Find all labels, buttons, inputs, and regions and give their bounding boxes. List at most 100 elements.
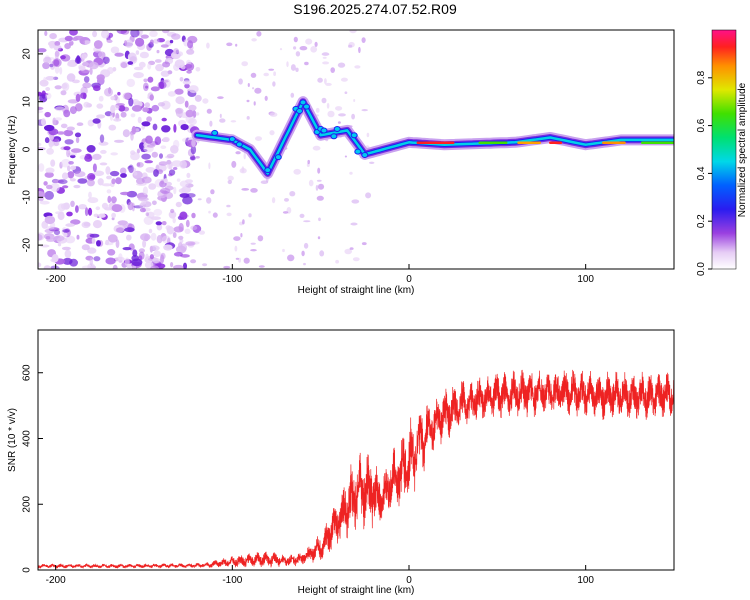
noise-blob	[38, 48, 47, 53]
noise-blob	[146, 116, 153, 122]
noise-blob	[197, 198, 202, 201]
noise-blob	[93, 213, 99, 218]
noise-blob	[135, 128, 140, 132]
noise-blob	[136, 148, 140, 154]
noise-blob	[135, 37, 145, 47]
noise-blob	[49, 33, 57, 40]
noise-blob	[184, 83, 190, 89]
noise-blob	[340, 77, 348, 82]
noise-blob	[110, 96, 116, 101]
noise-blob	[50, 159, 56, 167]
noise-blob	[64, 35, 73, 42]
noise-blob	[61, 83, 68, 89]
noise-blob	[190, 259, 197, 264]
noise-blob	[142, 239, 147, 248]
noise-blob	[344, 248, 353, 255]
noise-blob	[157, 102, 166, 107]
noise-blob	[63, 129, 74, 137]
noise-blob	[316, 179, 322, 182]
noise-blob	[293, 36, 298, 43]
noise-blob	[115, 177, 122, 185]
noise-blob	[63, 146, 71, 151]
noise-blob	[256, 31, 262, 37]
noise-blob	[176, 178, 181, 182]
noise-blob	[108, 124, 117, 131]
noise-blob	[170, 262, 174, 268]
noise-blob	[316, 195, 324, 201]
noise-blob	[66, 73, 76, 82]
noise-blob	[44, 190, 54, 200]
noise-blob	[161, 125, 171, 133]
noise-blob	[75, 136, 80, 144]
noise-blob	[178, 242, 183, 249]
noise-blob	[89, 233, 100, 238]
noise-blob	[155, 221, 162, 226]
noise-blob	[153, 250, 161, 258]
noise-blob	[361, 37, 366, 43]
noise-blob	[98, 213, 106, 218]
noise-blob	[111, 178, 116, 185]
noise-blob	[365, 192, 372, 199]
noise-blob	[54, 235, 65, 242]
noise-blob	[179, 77, 184, 82]
noise-blob	[84, 154, 93, 162]
noise-blob	[81, 244, 90, 251]
noise-blob	[264, 95, 268, 101]
noise-blob	[82, 82, 92, 89]
noise-blob	[83, 101, 90, 108]
noise-blob	[226, 42, 233, 47]
noise-blob	[152, 200, 157, 206]
noise-blob	[83, 76, 90, 83]
noise-blob	[335, 259, 339, 264]
noise-blob	[238, 78, 243, 85]
noise-blob	[120, 62, 128, 69]
noise-blob	[127, 61, 134, 65]
noise-blob	[96, 103, 104, 109]
noise-blob	[180, 124, 189, 131]
noise-blob	[70, 148, 82, 153]
noise-blob	[105, 166, 111, 175]
noise-blob	[348, 44, 353, 48]
noise-blob	[101, 202, 109, 209]
noise-blob	[46, 148, 54, 155]
noise-blob	[44, 171, 54, 178]
noise-blob	[269, 112, 278, 117]
noise-blob	[243, 152, 246, 160]
noise-blob	[132, 265, 137, 269]
noise-blob	[246, 99, 250, 103]
noise-blob	[162, 30, 170, 34]
noise-blob	[206, 197, 212, 204]
noise-blob	[54, 41, 61, 46]
noise-blob	[61, 172, 69, 180]
x-tick-label: 100	[577, 274, 594, 285]
noise-blob	[138, 61, 146, 68]
noise-blob	[349, 30, 357, 34]
noise-blob	[43, 76, 47, 84]
noise-blob	[148, 228, 153, 234]
noise-blob	[182, 80, 192, 85]
noise-blob	[74, 171, 86, 178]
noise-blob	[156, 223, 163, 231]
noise-blob	[324, 78, 327, 85]
noise-blob	[109, 112, 114, 121]
noise-blob	[184, 228, 191, 234]
noise-blob	[128, 97, 134, 107]
noise-blob	[158, 161, 168, 166]
noise-blob	[152, 257, 161, 264]
noise-blob	[191, 138, 196, 148]
noise-blob	[287, 254, 295, 262]
noise-blob	[353, 99, 356, 102]
noise-blob	[210, 189, 215, 195]
noise-blob	[120, 111, 127, 118]
noise-blob	[293, 46, 297, 50]
noise-blob	[93, 170, 105, 177]
noise-blob	[139, 207, 146, 213]
noise-blob	[89, 257, 94, 266]
noise-blob	[75, 93, 81, 102]
noise-blob	[66, 126, 75, 131]
noise-blob	[78, 66, 86, 71]
noise-blob	[84, 207, 89, 217]
noise-blob	[107, 32, 114, 38]
noise-blob	[312, 145, 321, 151]
